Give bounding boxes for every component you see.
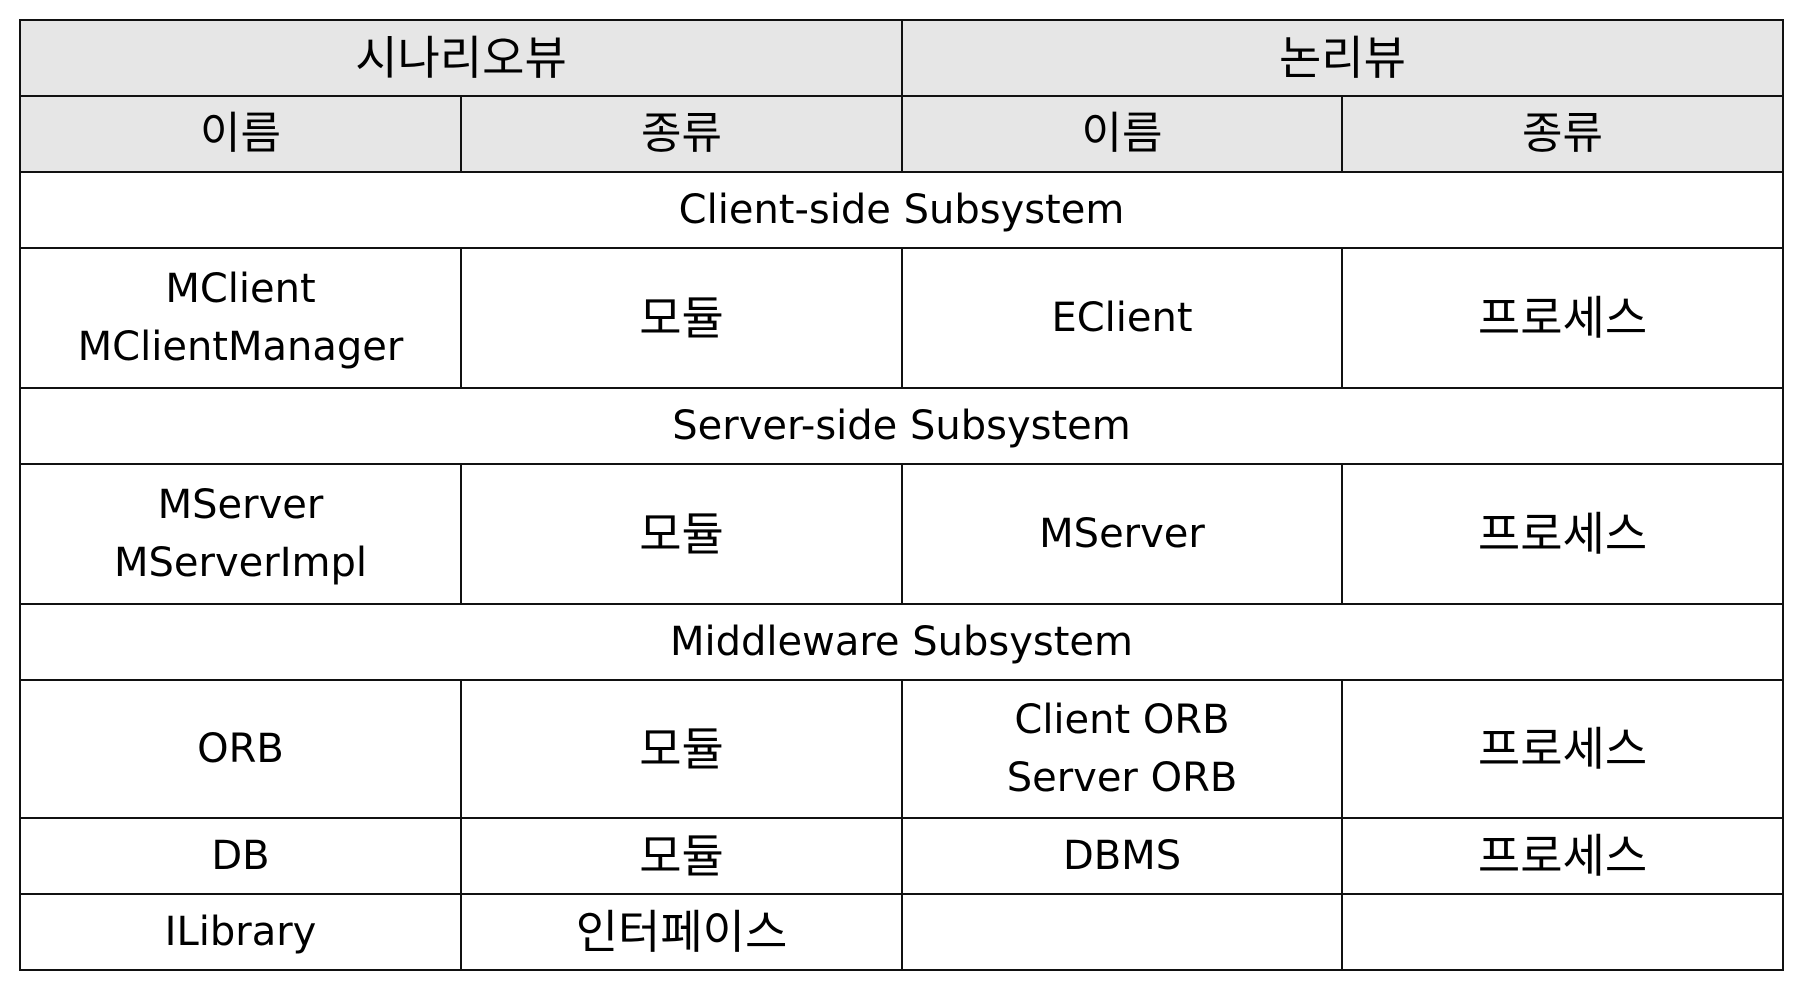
scenario-type-cell: 모듈 <box>459 817 904 895</box>
logical-type-header: 종류 <box>1341 95 1785 173</box>
scenario-name-cell: ILibrary <box>19 893 462 971</box>
logical-view-header: 논리뷰 <box>901 19 1785 97</box>
logical-name-cell: Client ORB Server ORB <box>901 679 1344 819</box>
scenario-name-line: MServerImpl <box>114 540 367 586</box>
table-row: DB 모듈 DBMS 프로세스 <box>19 817 1785 895</box>
table-row: ILibrary 인터페이스 <box>19 893 1785 971</box>
scenario-type-cell: 모듈 <box>459 247 904 389</box>
table-row: ORB 모듈 Client ORB Server ORB 프로세스 <box>19 679 1785 819</box>
section-title: Middleware Subsystem <box>18 603 1785 681</box>
logical-type-cell <box>1341 893 1785 971</box>
header-column-row: 이름 종류 이름 종류 <box>19 95 1785 173</box>
logical-type-cell: 프로세스 <box>1341 679 1785 819</box>
scenario-type-cell: 인터페이스 <box>459 893 904 971</box>
section-title: Server-side Subsystem <box>18 387 1785 465</box>
scenario-name-cell: DB <box>19 817 462 895</box>
scenario-name-header: 이름 <box>19 95 462 173</box>
logical-name-line: EClient <box>1051 295 1193 341</box>
section-row-client: Client-side Subsystem <box>18 171 1785 249</box>
logical-name-line: MServer <box>1039 511 1205 557</box>
logical-type-cell: 프로세스 <box>1341 817 1785 895</box>
view-mapping-table: 시나리오뷰 논리뷰 이름 종류 이름 종류 Client-side Subsys… <box>18 19 1785 971</box>
logical-type-cell: 프로세스 <box>1341 463 1785 605</box>
section-title: Client-side Subsystem <box>18 171 1785 249</box>
scenario-name-line: ORB <box>197 726 284 772</box>
scenario-name-line: ILibrary <box>164 909 317 955</box>
scenario-type-cell: 모듈 <box>459 679 904 819</box>
scenario-type-cell: 모듈 <box>459 463 904 605</box>
scenario-name-cell: MServer MServerImpl <box>19 463 462 605</box>
scenario-name-line: MClient <box>165 266 316 312</box>
section-row-server: Server-side Subsystem <box>18 387 1785 465</box>
scenario-name-line: MServer <box>157 482 324 528</box>
logical-name-line: Server ORB <box>1006 755 1238 801</box>
table-row: MClient MClientManager 모듈 EClient 프로세스 <box>19 247 1785 389</box>
scenario-view-header: 시나리오뷰 <box>18 19 904 97</box>
logical-name-cell: DBMS <box>901 817 1344 895</box>
logical-name-header: 이름 <box>901 95 1344 173</box>
header-group-row: 시나리오뷰 논리뷰 <box>18 19 1785 97</box>
logical-name-line: Client ORB <box>1014 697 1230 743</box>
scenario-name-cell: ORB <box>19 679 462 819</box>
scenario-name-line: MClientManager <box>77 324 404 370</box>
section-row-middleware: Middleware Subsystem <box>18 603 1785 681</box>
logical-name-cell: MServer <box>901 463 1344 605</box>
logical-type-cell: 프로세스 <box>1341 247 1785 389</box>
logical-name-line: DBMS <box>1062 833 1182 879</box>
scenario-type-header: 종류 <box>459 95 904 173</box>
scenario-name-cell: MClient MClientManager <box>19 247 462 389</box>
logical-name-cell: EClient <box>901 247 1344 389</box>
table-row: MServer MServerImpl 모듈 MServer 프로세스 <box>19 463 1785 605</box>
logical-name-cell <box>901 893 1344 971</box>
scenario-name-line: DB <box>211 833 270 879</box>
